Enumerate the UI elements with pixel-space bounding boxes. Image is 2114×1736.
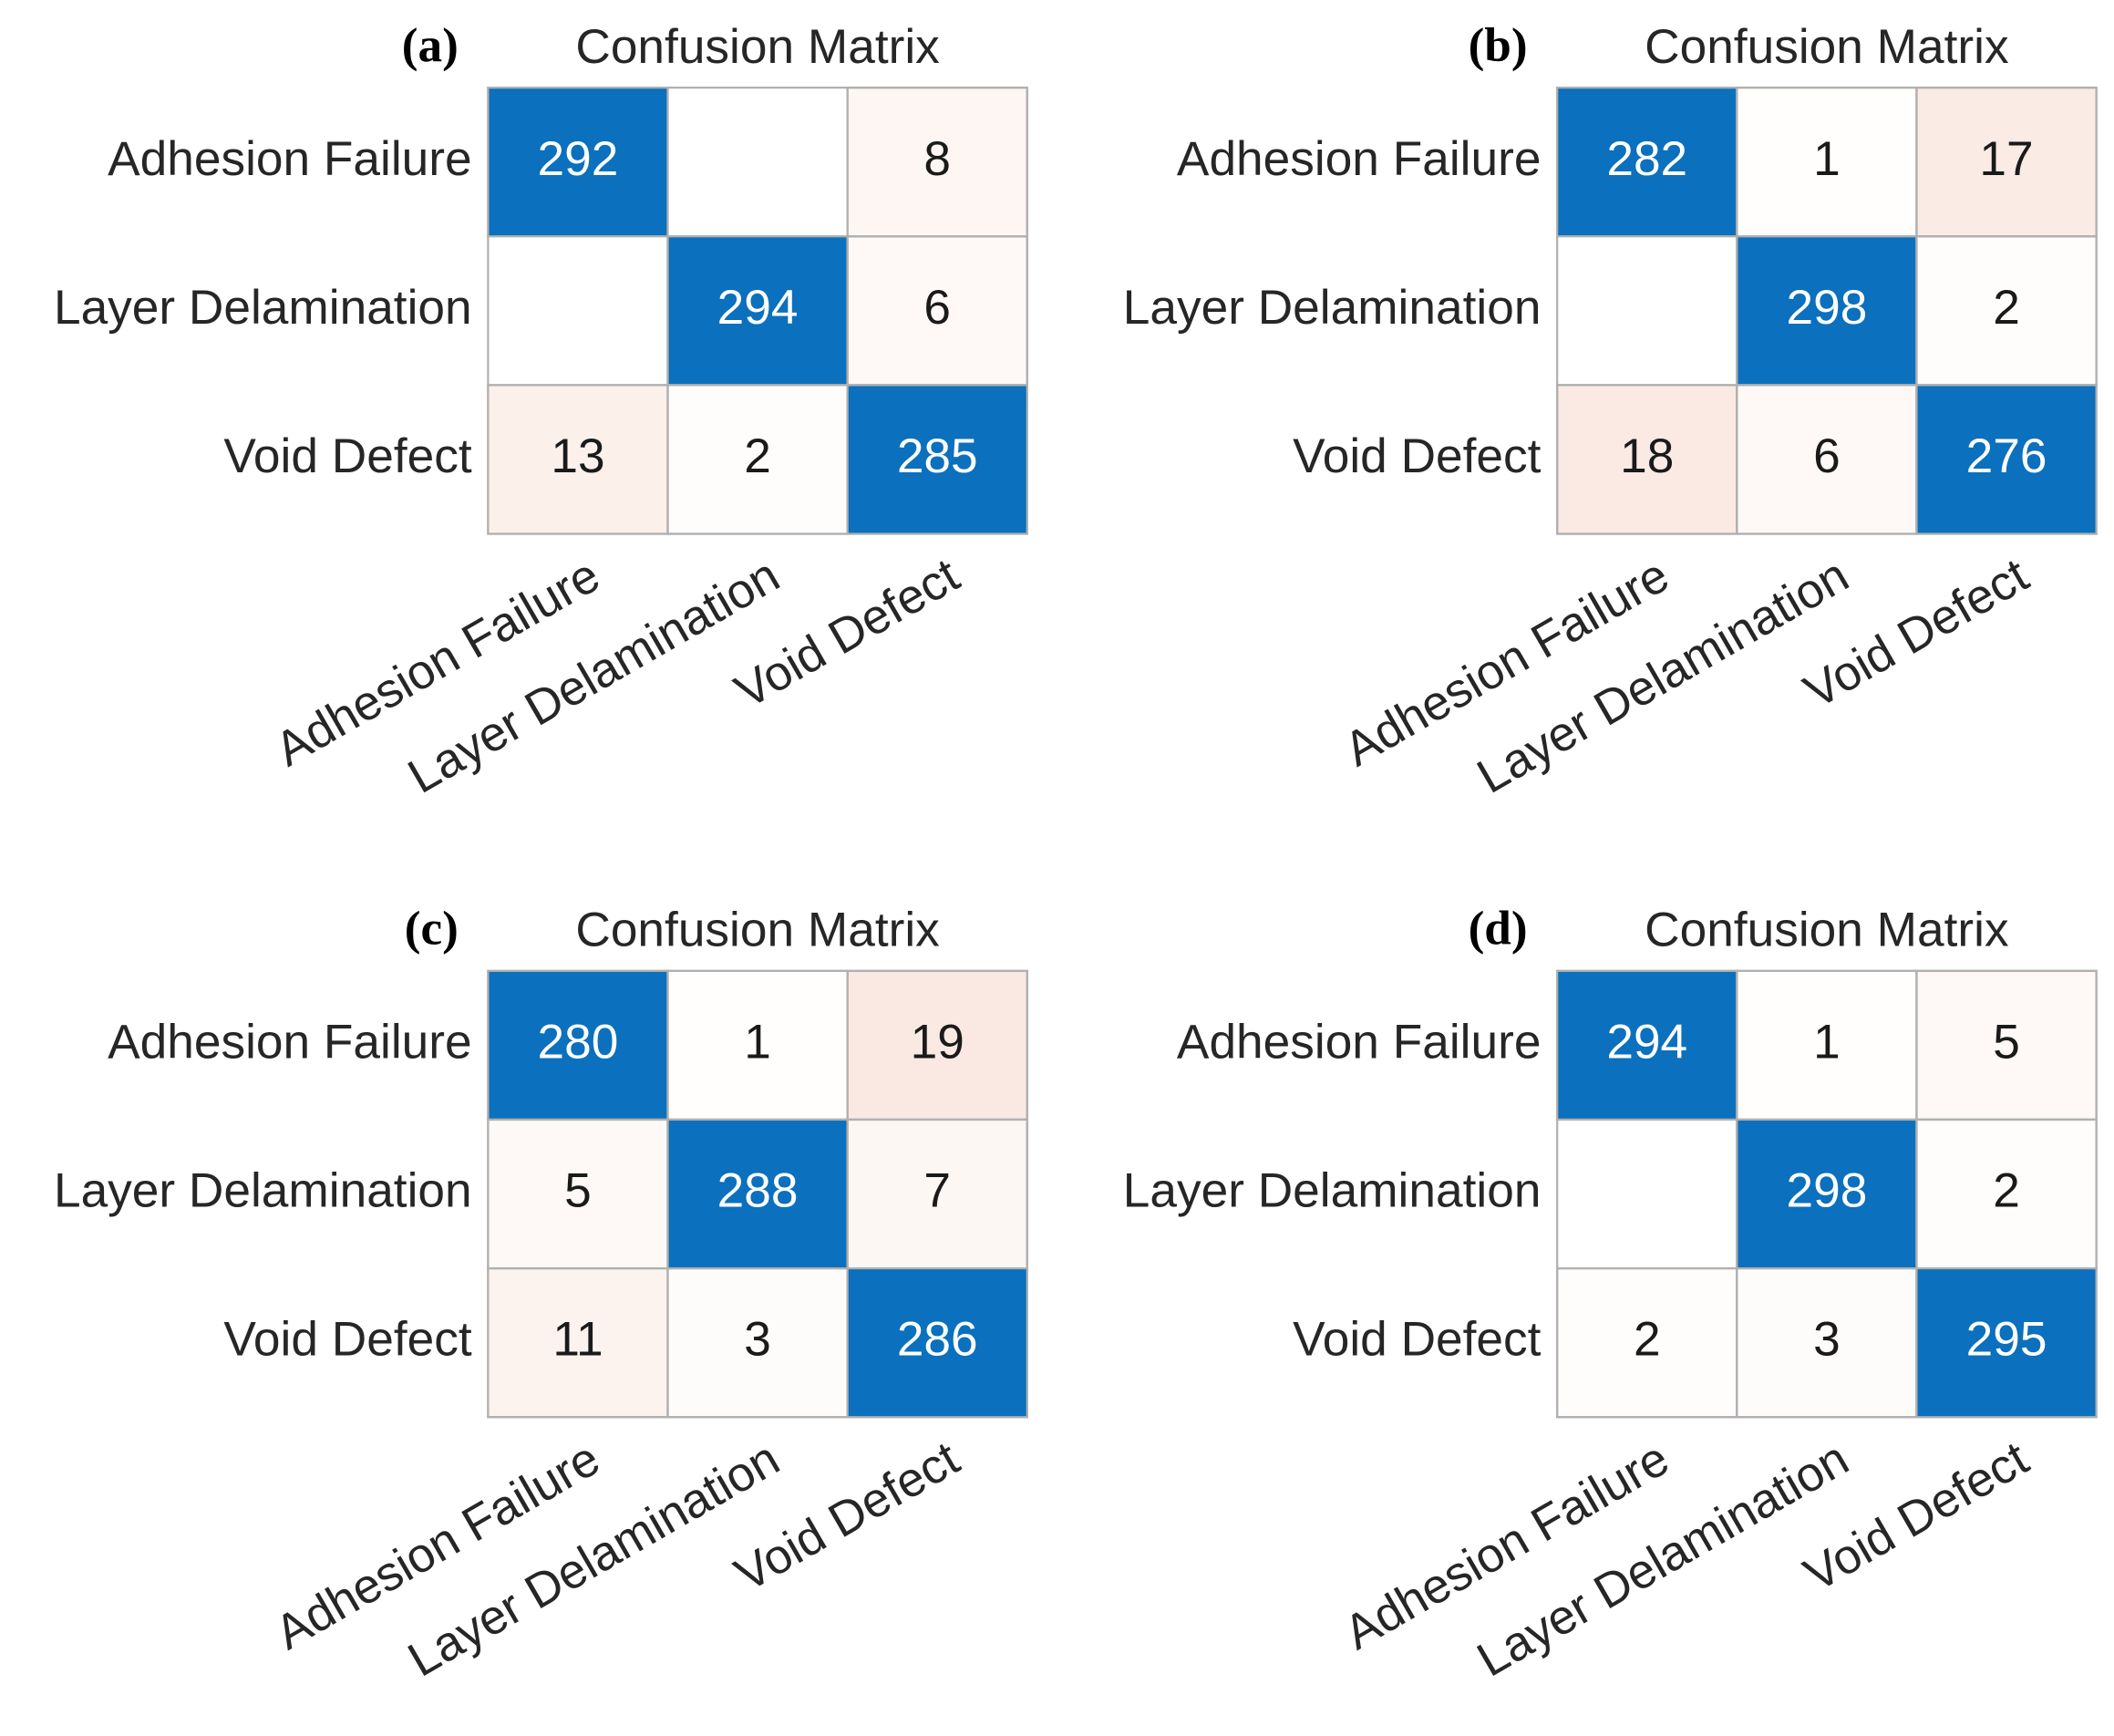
cell (1915, 1266, 2098, 1419)
cell-background (1556, 1118, 1738, 1270)
cell-value: 285 (897, 429, 978, 483)
cell-background (487, 1266, 669, 1419)
panel-label: (b) (1469, 18, 1528, 72)
row-label: Void Defect (1293, 1313, 1541, 1367)
panel-label: (a) (402, 18, 459, 72)
cell (846, 87, 1028, 238)
cell-value: 3 (744, 1313, 771, 1367)
cell-value: 294 (717, 281, 799, 335)
cell-background (487, 1118, 669, 1270)
cell-value: 11 (552, 1313, 603, 1367)
cell (846, 235, 1028, 387)
cell-value: 5 (564, 1164, 592, 1218)
cell (846, 969, 1028, 1121)
cell-value: 7 (923, 1164, 951, 1218)
row-label: Layer Delamination (1123, 1164, 1542, 1218)
cell-value: 286 (897, 1313, 978, 1367)
cell-value: 2 (1634, 1313, 1661, 1367)
row-label: Adhesion Failure (108, 132, 472, 186)
cell (1915, 87, 2098, 238)
cell-background (1556, 384, 1738, 535)
cell-value: 1 (744, 1015, 771, 1069)
cell-value: 1 (1813, 1015, 1841, 1069)
row-label: Void Defect (223, 1313, 471, 1367)
cell (487, 384, 669, 535)
cell-value: 18 (1620, 429, 1674, 483)
cell (1556, 969, 1738, 1121)
cell-value: 292 (538, 132, 619, 186)
cell-value: 8 (923, 132, 951, 186)
panel: (d) Confusion Matrix Adhesion Failure 294 1 5… (1123, 902, 2098, 1687)
row-label: Void Defect (223, 429, 471, 483)
panel: (b) Confusion Matrix Adhesion Failure 282 1 1… (1123, 18, 2098, 804)
cell-background (666, 87, 849, 238)
cell-value: 298 (1786, 1164, 1867, 1218)
cell-value: 282 (1606, 132, 1687, 186)
cell-background (487, 235, 669, 387)
cell (1736, 384, 1918, 535)
cell (846, 1266, 1028, 1419)
cell (666, 235, 849, 387)
row-label: Adhesion Failure (1177, 132, 1542, 186)
cell-value: 2 (1993, 281, 2020, 335)
panel-label: (c) (405, 902, 459, 956)
chart-title: Confusion Matrix (575, 903, 940, 956)
cell (487, 87, 669, 238)
cell-value: 280 (538, 1015, 619, 1069)
row-label: Adhesion Failure (108, 1015, 472, 1069)
row-label: Layer Delamination (54, 1164, 472, 1218)
panel-label: (d) (1469, 902, 1528, 956)
cell-background (1736, 87, 1918, 238)
row-label: Void Defect (1293, 429, 1541, 483)
cell-background (1556, 1266, 1738, 1419)
cell-background (1736, 969, 1918, 1121)
chart-title: Confusion Matrix (575, 20, 940, 74)
cell-value: 17 (1979, 132, 2033, 186)
cell-value: 298 (1786, 281, 1867, 335)
row-label: Layer Delamination (1123, 281, 1542, 335)
cell (846, 1118, 1028, 1270)
cell-value: 2 (1993, 1164, 2020, 1218)
cell-value: 1 (1813, 132, 1841, 186)
cell-value: 5 (1993, 1015, 2020, 1069)
cell-background (666, 969, 849, 1121)
cell (1915, 384, 2098, 535)
cell (846, 384, 1028, 535)
cell-background (1556, 235, 1738, 387)
cell-value: 288 (717, 1164, 799, 1218)
cell-value: 276 (1966, 429, 2047, 483)
cell-value: 3 (1813, 1313, 1841, 1367)
panel: (a) Confusion Matrix Adhesion Failure 292 8 L… (54, 18, 1028, 804)
cell (487, 1266, 669, 1419)
row-label: Adhesion Failure (1177, 1015, 1542, 1069)
cell-background (1915, 969, 2098, 1121)
chart-title: Confusion Matrix (1645, 903, 2009, 956)
cell (487, 969, 669, 1121)
cell-value: 2 (744, 429, 771, 483)
cell (1736, 1118, 1918, 1270)
cell-background (1915, 235, 2098, 387)
cell (1736, 235, 1918, 387)
cell-value: 294 (1606, 1015, 1687, 1069)
cell-value: 13 (551, 429, 604, 483)
cell-value: 6 (1813, 429, 1841, 483)
cell-background (1736, 384, 1918, 535)
row-label: Layer Delamination (54, 281, 472, 335)
cell-value: 295 (1966, 1313, 2047, 1367)
cell-value: 6 (923, 281, 951, 335)
cell-value: 19 (911, 1015, 964, 1069)
chart-title: Confusion Matrix (1645, 20, 2009, 74)
